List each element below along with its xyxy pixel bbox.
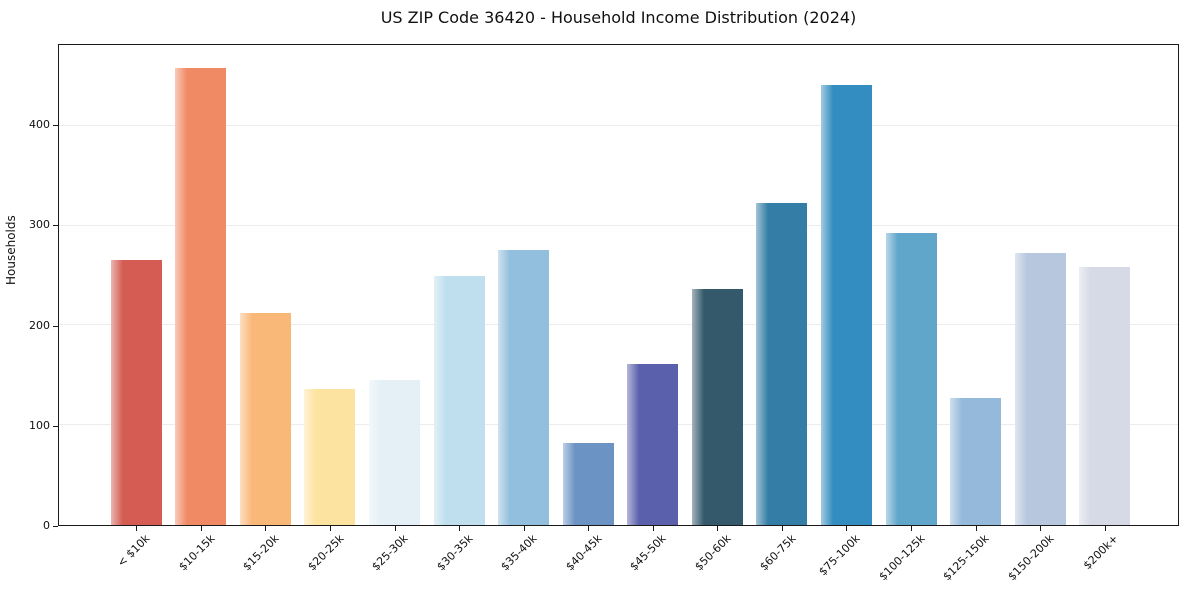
bar-slot-9: $45-50k	[621, 45, 686, 573]
chart-title: US ZIP Code 36420 - Household Income Dis…	[380, 8, 857, 27]
y-tick-label-0: 0	[43, 519, 50, 532]
bar-$45-50k	[627, 364, 679, 525]
x-tick-label-5: $25-30k	[369, 532, 411, 574]
bar-slot-12: $75-100k	[814, 45, 879, 578]
plot-area: < $10k $10-15k $15-20k $20-25k $25-30k $30-35…	[58, 44, 1179, 583]
bar-slot-2: $10-15k	[169, 45, 234, 573]
x-tick-label-6: $30-35k	[434, 532, 476, 574]
bar-slot-5: $25-30k	[362, 45, 427, 573]
bar-$10-15k	[175, 67, 227, 525]
x-tick-label-14: $125-150k	[940, 532, 992, 584]
bar-$75-100k	[820, 84, 872, 525]
bar-slot-13: $100-125k	[876, 45, 944, 583]
x-tick-label-10: $50-60k	[692, 532, 734, 574]
bar-$25-30k	[369, 380, 421, 525]
bar-slot-7: $35-40k	[491, 45, 556, 573]
y-tick-mark-400	[53, 125, 58, 127]
bar-$40-45k	[562, 443, 614, 525]
bar-$60-75k	[756, 202, 808, 525]
x-tick-label-15: $150-200k	[1005, 532, 1057, 584]
bar-$20-25k	[304, 389, 356, 525]
x-tick-label-2: $10-15k	[175, 532, 218, 574]
y-tick-mark-0	[53, 526, 58, 527]
bar-slot-16: $200k+	[1072, 45, 1137, 572]
y-tick-label-200: 200	[29, 318, 50, 332]
bar-$125-150k	[950, 398, 1002, 525]
grid-line-300	[59, 224, 1178, 226]
grid-line-400	[59, 124, 1178, 126]
bars-row: < $10k $10-15k $15-20k $20-25k $25-30k $30-35…	[59, 45, 1178, 583]
y-tick-label-100: 100	[29, 418, 50, 432]
bar-$100-125k	[885, 232, 937, 525]
x-tick-mark-6	[459, 526, 461, 531]
bar-slot-3: $15-20k	[233, 45, 298, 573]
bar-$200k+	[1079, 266, 1131, 525]
x-tick-mark-16	[1104, 526, 1106, 531]
bar-$15-20k	[239, 313, 291, 525]
x-tick-mark-7	[523, 526, 525, 531]
bar-slot-8: $40-45k	[556, 45, 621, 573]
bar-slot-10: $50-60k	[685, 45, 750, 573]
x-tick-mark-4	[329, 526, 331, 531]
x-tick-mark-5	[394, 526, 396, 531]
x-tick-label-9: $45-50k	[627, 532, 669, 574]
x-tick-label-7: $35-40k	[498, 532, 540, 574]
bar-slot-14: $125-150k	[941, 45, 1008, 583]
bar-< $10k	[110, 259, 162, 525]
x-tick-mark-1	[136, 526, 138, 531]
y-tick-label-400: 400	[29, 118, 50, 132]
y-tick-label-300: 300	[29, 218, 50, 232]
x-tick-label-3: $15-20k	[240, 532, 282, 574]
x-tick-mark-13	[911, 526, 913, 531]
grid-line-100	[59, 424, 1178, 426]
bar-slot-6: $30-35k	[427, 45, 492, 573]
bar-slot-15: $150-200k	[1005, 45, 1073, 583]
bar-slot-1: < $10k	[104, 45, 169, 570]
x-tick-label-11: $60-75k	[756, 532, 799, 574]
x-tick-label-1: < $10k	[114, 532, 153, 570]
bar-$35-40k	[498, 249, 550, 525]
x-tick-label-4: $20-25k	[304, 532, 347, 574]
bar-slot-11: $60-75k	[750, 45, 815, 573]
bar-slot-4: $20-25k	[298, 45, 363, 573]
x-tick-mark-12	[846, 526, 848, 531]
bar-$50-60k	[691, 288, 743, 525]
x-tick-mark-9	[652, 526, 654, 531]
bar-$30-35k	[433, 275, 485, 525]
y-tick-mark-300	[53, 225, 58, 227]
x-tick-mark-3	[265, 526, 267, 531]
y-tick-mark-100	[53, 425, 58, 427]
bar-$150-200k	[1014, 252, 1066, 525]
x-tick-label-16: $200k+	[1080, 532, 1121, 573]
x-tick-mark-8	[588, 526, 590, 531]
x-tick-mark-14	[975, 526, 977, 531]
x-tick-mark-2	[200, 526, 202, 531]
x-tick-mark-11	[781, 526, 783, 531]
y-tick-mark-200	[53, 325, 58, 327]
x-tick-label-13: $100-125k	[876, 532, 928, 584]
x-tick-label-8: $40-45k	[563, 532, 605, 574]
x-tick-label-12: $75-100k	[816, 532, 863, 579]
x-tick-mark-15	[1040, 526, 1042, 531]
grid-line-200	[59, 324, 1178, 326]
x-tick-mark-10	[717, 526, 719, 531]
